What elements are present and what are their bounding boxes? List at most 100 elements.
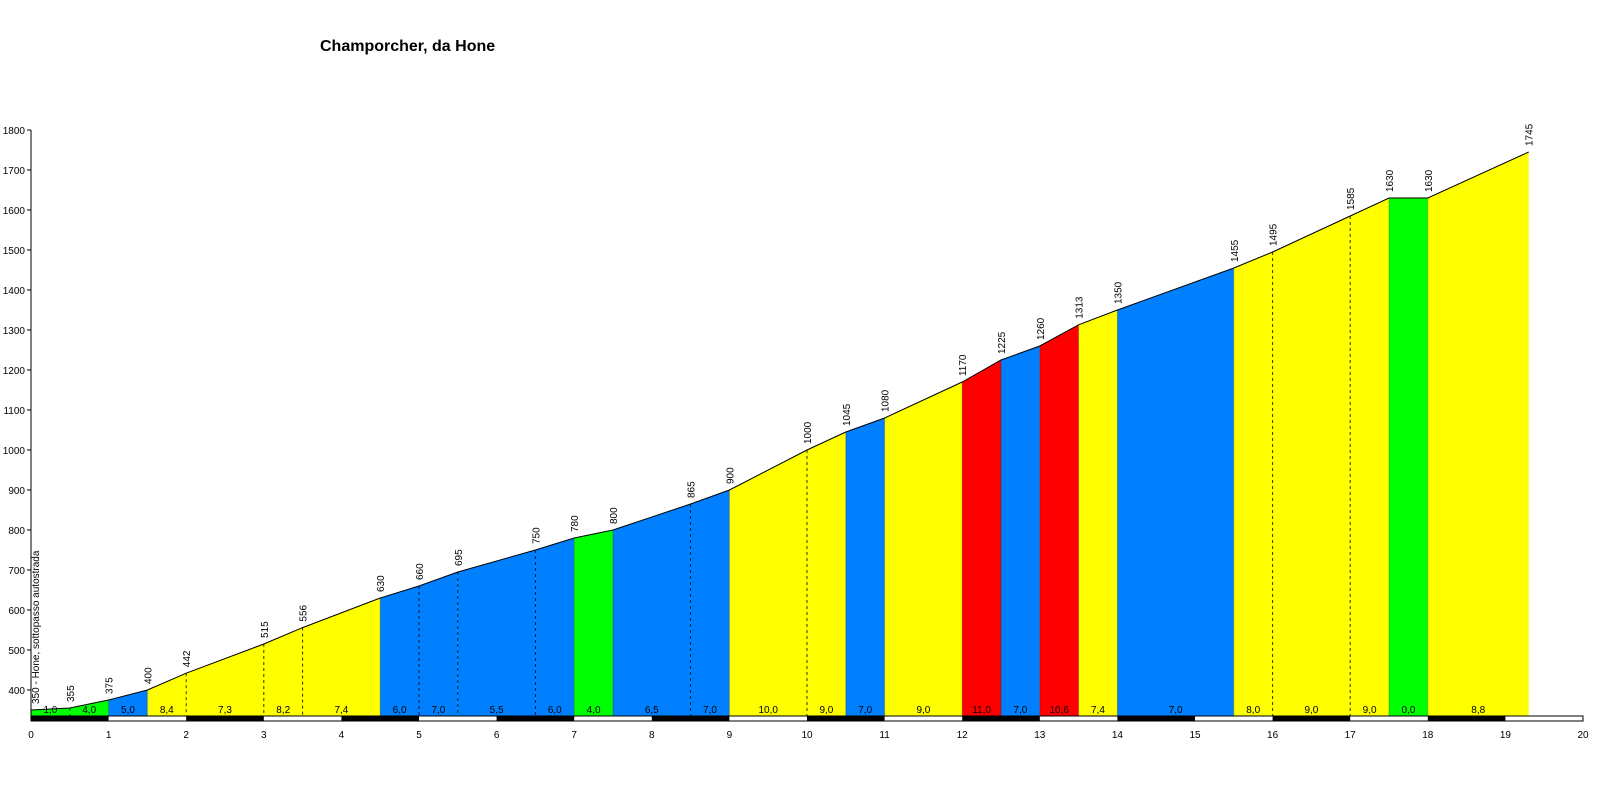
distance-bar-block (186, 716, 264, 721)
y-tick-label: 1200 (3, 366, 26, 377)
elevation-label: 800 (609, 507, 620, 524)
elevation-label: 1313 (1075, 296, 1086, 319)
elevation-label: 1000 (803, 421, 814, 444)
gradient-label: 7,0 (1013, 705, 1027, 716)
x-tick-label: 7 (571, 730, 577, 741)
x-tick-label: 0 (28, 730, 34, 741)
y-tick-label: 700 (8, 566, 25, 577)
segment-area (380, 586, 419, 718)
elevation-label: 750 (531, 527, 542, 544)
segment-area (186, 644, 264, 718)
elevation-label: 695 (454, 549, 465, 566)
segment-area (263, 627, 303, 718)
gradient-label: 9,0 (819, 705, 833, 716)
gradient-label: 7,0 (703, 705, 717, 716)
gradient-label: 7,0 (431, 705, 445, 716)
x-tick-label: 1 (106, 730, 112, 741)
segment-area (1078, 310, 1118, 718)
segment-area (962, 360, 1001, 718)
distance-bar-block (496, 716, 575, 721)
gradient-label: 6,0 (548, 705, 562, 716)
elevation-label: 400 (143, 667, 154, 684)
y-tick-label: 1800 (3, 126, 26, 137)
gradient-label: 7,3 (218, 705, 232, 716)
x-tick-label: 17 (1345, 730, 1357, 741)
distance-bar-block (807, 716, 885, 721)
gradient-label: 1,0 (43, 705, 57, 716)
x-tick-label: 12 (957, 730, 969, 741)
gradient-label: 10,6 (1049, 705, 1069, 716)
y-tick-labels: 400 500 600 700 800 900 1000 1100 1200 1300 1400 15… (3, 126, 26, 697)
gradient-label: 5,5 (490, 705, 504, 716)
y-tick-label: 1300 (3, 326, 26, 337)
elevation-label: 1260 (1036, 317, 1047, 340)
elevation-label: 515 (260, 621, 271, 638)
elevation-label: 1080 (881, 389, 892, 412)
distance-bar-block (1117, 716, 1195, 721)
distance-bar-block (1272, 716, 1351, 721)
segment-area (419, 572, 458, 718)
x-tick-label: 18 (1422, 730, 1434, 741)
segment-area (1350, 198, 1389, 718)
elevation-label: 865 (687, 481, 698, 498)
gradient-label: 11,0 (972, 705, 991, 716)
gradient-label: 6,5 (645, 705, 659, 716)
x-tick-labels: 0 1 2 3 4 5 6 7 8 9 10 11 12 13 14 15 16 17 18 19 20 (28, 730, 1589, 741)
y-tick-label: 1400 (3, 286, 26, 297)
gradient-labels: 1,0 4,0 5,0 8,4 7,3 8,2 7,4 6,0 7,0 5,5 6,0 4,0 6,5 7… (43, 705, 1485, 716)
x-tick-label: 3 (261, 730, 267, 741)
segment-area (457, 550, 536, 718)
gradient-label: 7,0 (1169, 705, 1183, 716)
elevation-label: 1745 (1525, 123, 1536, 146)
y-tick-label: 600 (8, 606, 25, 617)
x-tick-label: 9 (727, 730, 733, 741)
elevation-label: 1630 (1385, 169, 1396, 192)
segment-area (1389, 198, 1428, 718)
gradient-label: 9,0 (916, 705, 930, 716)
elevation-label: 375 (105, 677, 116, 694)
segment-area (574, 530, 613, 718)
gradient-label: 8,0 (1246, 705, 1260, 716)
x-tick-label: 11 (879, 730, 890, 741)
y-tick-label: 800 (8, 526, 25, 537)
segment-area (884, 382, 963, 718)
x-tick-label: 2 (183, 730, 189, 741)
gradient-label: 9,0 (1363, 705, 1377, 716)
y-tick-label: 500 (8, 646, 25, 657)
elevation-label: 1495 (1269, 223, 1280, 246)
y-tick-label: 900 (8, 486, 25, 497)
y-tick-label: 1500 (3, 246, 26, 257)
gradient-label: 6,0 (393, 705, 407, 716)
gradient-label: 4,0 (587, 705, 601, 716)
distance-bar-block (962, 716, 1040, 721)
x-tick-label: 19 (1500, 730, 1512, 741)
segment-area (302, 598, 381, 718)
profile-line (30, 151, 1529, 711)
gradient-label: 10,0 (758, 705, 778, 716)
segment-area (535, 538, 575, 718)
elevation-label: 1630 (1424, 169, 1435, 192)
x-tick-label: 16 (1267, 730, 1279, 741)
y-tick-label: 400 (8, 686, 25, 697)
x-tick-label: 4 (339, 730, 345, 741)
gradient-label: 0,0 (1401, 705, 1415, 716)
elevation-label: 900 (725, 467, 736, 484)
segment-dividers (69, 198, 1429, 718)
elevation-label: 1170 (958, 354, 969, 376)
x-tick-label: 13 (1034, 730, 1046, 741)
distance-bar-block (1427, 716, 1506, 721)
segment-area (729, 450, 807, 718)
segment-area (69, 700, 109, 718)
segment-area (1233, 252, 1273, 718)
start-label-group: 350 - Hone, sottopasso autostrada (31, 550, 42, 704)
elevation-label: 1045 (842, 403, 853, 426)
gradient-label: 4,0 (82, 705, 96, 716)
gradient-label: 8,2 (276, 705, 290, 716)
distance-bar-block (31, 716, 109, 721)
distance-bar-block (341, 716, 419, 721)
gradient-label: 7,4 (334, 705, 348, 716)
gradient-label: 5,0 (121, 705, 135, 716)
segment-area (807, 432, 846, 718)
gradient-label: 8,8 (1471, 705, 1485, 716)
